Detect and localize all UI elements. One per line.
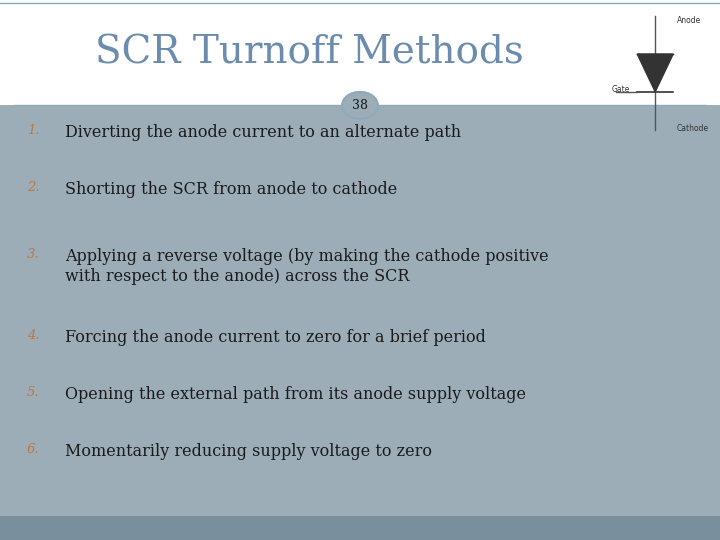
Text: Shorting the SCR from anode to cathode: Shorting the SCR from anode to cathode: [65, 181, 397, 198]
Text: 2.: 2.: [27, 181, 40, 194]
Bar: [0, 105, 720, 516]
Text: Forcing the anode current to zero for a brief period: Forcing the anode current to zero for a …: [65, 329, 486, 346]
Polygon shape: [637, 54, 673, 92]
Text: 4.: 4.: [27, 329, 40, 342]
Text: 6.: 6.: [27, 443, 40, 456]
Text: Diverting the anode current to an alternate path: Diverting the anode current to an altern…: [65, 124, 461, 141]
Text: Opening the external path from its anode supply voltage: Opening the external path from its anode…: [65, 386, 526, 403]
Text: 3.: 3.: [27, 248, 40, 261]
Text: Gate: Gate: [612, 85, 631, 93]
Text: SCR Turnoff Methods: SCR Turnoff Methods: [95, 34, 524, 71]
Text: Anode: Anode: [677, 16, 701, 25]
Text: 38: 38: [352, 99, 368, 112]
Bar: [0, 516, 720, 540]
Circle shape: [342, 92, 378, 119]
Text: Momentarily reducing supply voltage to zero: Momentarily reducing supply voltage to z…: [65, 443, 432, 460]
Bar: [0, 0, 720, 105]
Text: 1.: 1.: [27, 124, 40, 137]
Text: Cathode: Cathode: [677, 124, 709, 133]
Text: 5.: 5.: [27, 386, 40, 399]
Text: Applying a reverse voltage (by making the cathode positive
with respect to the a: Applying a reverse voltage (by making th…: [65, 248, 549, 285]
